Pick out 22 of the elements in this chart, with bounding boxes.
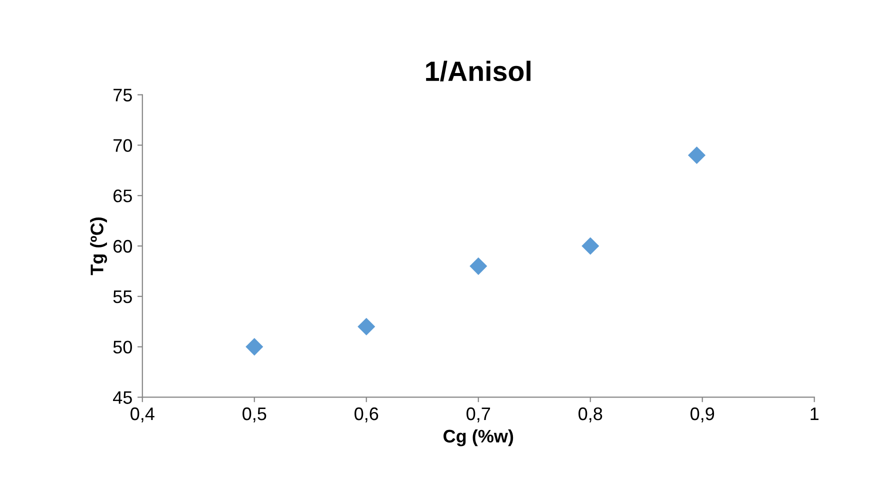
x-tick-label: 0,7: [466, 407, 490, 422]
point: [688, 146, 706, 164]
y-tick-label: 60: [114, 240, 132, 253]
x-axis-title: Cg (%w): [444, 429, 514, 446]
y-tick-label: 75: [114, 88, 132, 102]
y-tick-label: 45: [113, 391, 132, 404]
x-tick-label: 0,9: [690, 407, 714, 422]
x-tick-label: 0,6: [354, 407, 378, 422]
y-tick-label: 65: [114, 190, 132, 202]
chart-title: 1/Anisol: [426, 60, 530, 82]
y-tick-label: 70: [114, 139, 132, 152]
point: [246, 338, 264, 356]
y-tick-label: 50: [113, 340, 132, 354]
point: [582, 237, 600, 255]
x-tick-label: 0,5: [242, 407, 266, 422]
y-axis-title: Tg (ºC): [90, 218, 108, 276]
point: [470, 257, 488, 275]
x-tick-label: 0,8: [578, 407, 602, 422]
x-tick-label: 0,4: [130, 407, 154, 422]
y-tick-label: 55: [113, 290, 132, 304]
x-tick-label: 1: [810, 408, 818, 420]
point: [358, 318, 376, 336]
